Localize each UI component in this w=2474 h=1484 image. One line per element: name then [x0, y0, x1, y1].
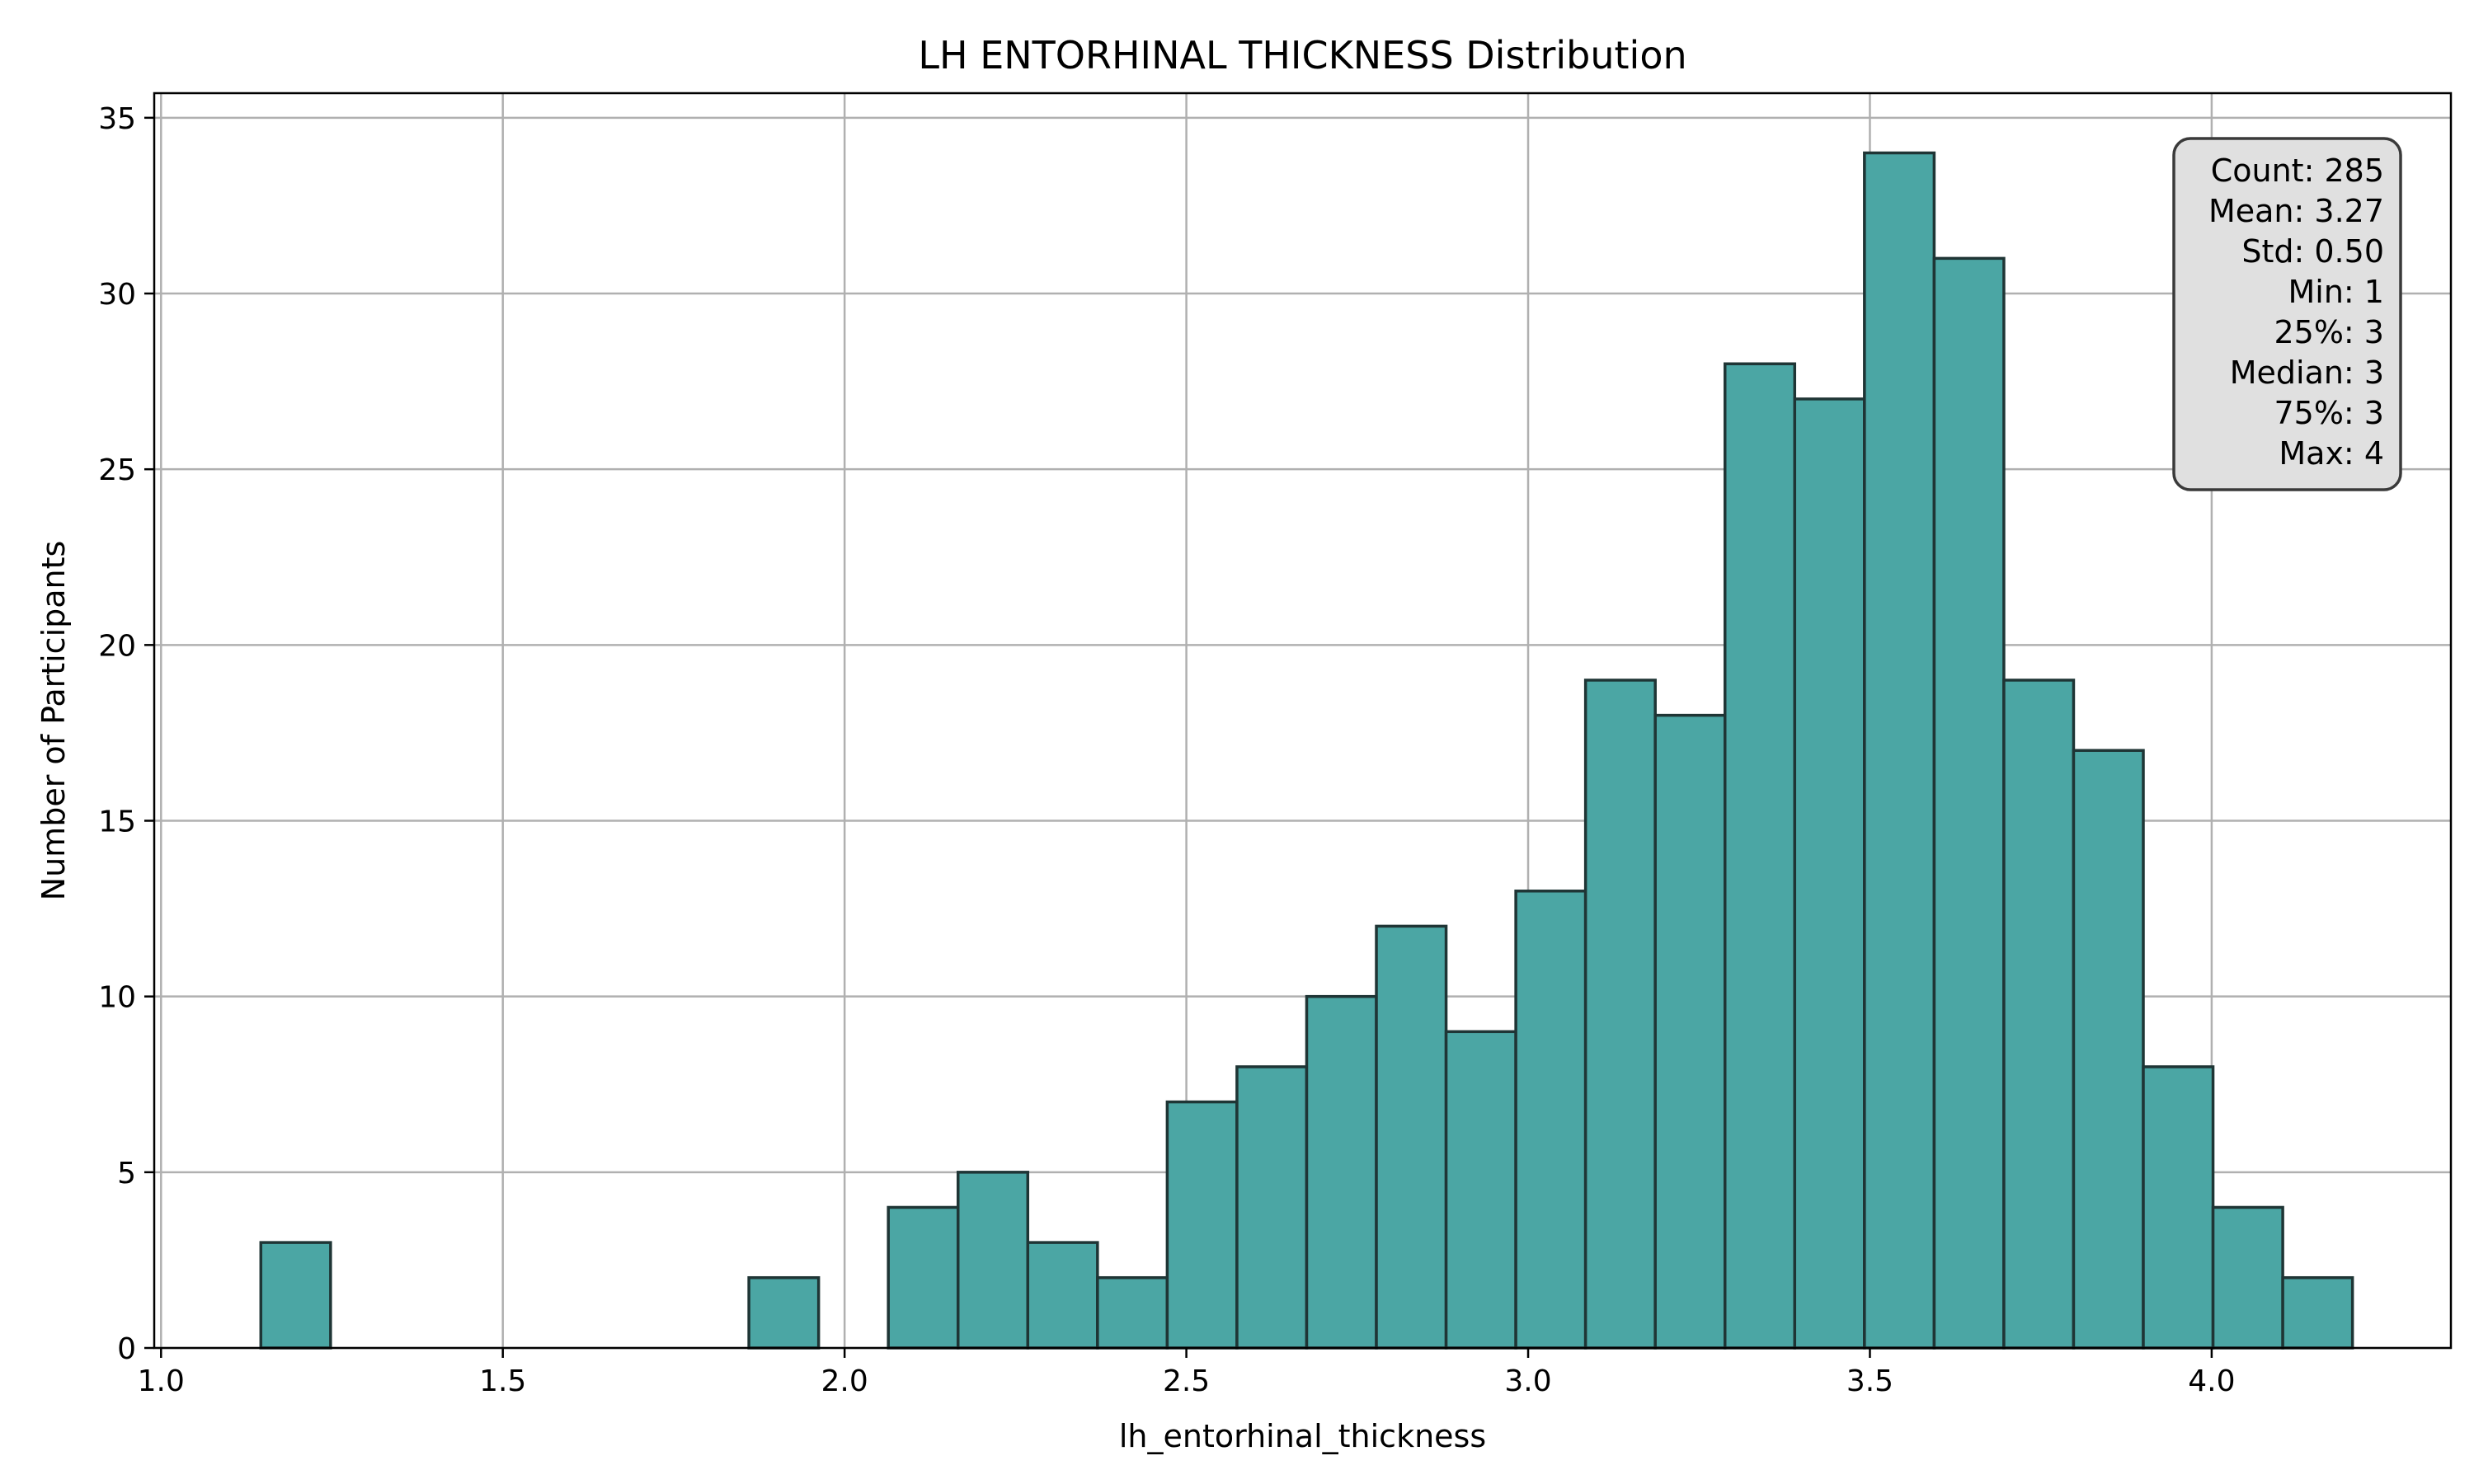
stats-line: Mean: 3.27 [2208, 193, 2384, 229]
histogram-bars [259, 151, 2354, 1350]
stats-line: Max: 4 [2279, 435, 2384, 472]
histogram-bar [2072, 749, 2145, 1350]
histogram-bar [2281, 1275, 2354, 1350]
chart-title: LH ENTORHINAL THICKNESS Distribution [918, 33, 1686, 77]
histogram-bar [747, 1275, 821, 1350]
x-axis-label: lh_entorhinal_thickness [1119, 1418, 1486, 1454]
histogram-bar [1235, 1065, 1309, 1350]
x-tick-label: 1.5 [479, 1364, 526, 1398]
histogram-bar [1793, 397, 1866, 1350]
histogram-bar [1165, 1100, 1239, 1350]
y-tick-label: 30 [98, 278, 136, 312]
histogram-bar [1863, 151, 1936, 1350]
stats-line: Median: 3 [2230, 355, 2384, 391]
histogram-bar [2211, 1205, 2284, 1350]
histogram-bar [1514, 890, 1587, 1350]
histogram-bar [1375, 924, 1448, 1350]
y-tick-label: 25 [98, 453, 136, 487]
histogram-bar [2142, 1065, 2215, 1350]
histogram-bar [1026, 1241, 1099, 1350]
stats-line: 25%: 3 [2274, 314, 2384, 350]
y-tick-label: 35 [98, 102, 136, 136]
x-tick-label: 3.5 [1846, 1364, 1893, 1398]
histogram-bar [1096, 1275, 1169, 1350]
x-tick-label: 4.0 [2188, 1364, 2235, 1398]
histogram-bar [1444, 1030, 1517, 1350]
y-tick-label: 0 [117, 1332, 136, 1366]
stats-box: Count: 285 Mean: 3.27 Std: 0.50 Min: 1 25%: … [2172, 137, 2402, 491]
x-tick-label: 2.0 [821, 1364, 868, 1398]
stats-box-background [2172, 137, 2402, 491]
stats-line: Count: 285 [2211, 153, 2384, 189]
y-tick-label: 15 [98, 805, 136, 839]
stats-line: 75%: 3 [2274, 395, 2384, 431]
x-tick-label: 1.0 [138, 1364, 185, 1398]
stats-line: Std: 0.50 [2241, 233, 2384, 270]
y-tick-label: 20 [98, 629, 136, 663]
histogram-bar [887, 1205, 960, 1350]
stats-line: Min: 1 [2288, 274, 2385, 310]
histogram-bar [1723, 362, 1797, 1350]
histogram-bar [2002, 679, 2076, 1350]
axis-ticks: 1.0 1.5 2.0 2.5 3.0 3.5 4.0 0 5 10 15 20 25 30 35 [98, 102, 2235, 1398]
histogram-bar [1932, 256, 2006, 1350]
histogram-bar [259, 1241, 332, 1350]
y-tick-label: 10 [98, 981, 136, 1015]
plot-frame [153, 92, 2453, 1350]
y-tick-label: 5 [117, 1157, 136, 1190]
histogram-bar [957, 1171, 1030, 1350]
x-tick-label: 2.5 [1163, 1364, 1210, 1398]
histogram-bar [1583, 679, 1657, 1350]
histogram-bar [1653, 713, 1727, 1350]
x-tick-label: 3.0 [1504, 1364, 1551, 1398]
y-axis-label: Number of Participants [35, 541, 72, 901]
histogram-bar [1305, 994, 1378, 1350]
